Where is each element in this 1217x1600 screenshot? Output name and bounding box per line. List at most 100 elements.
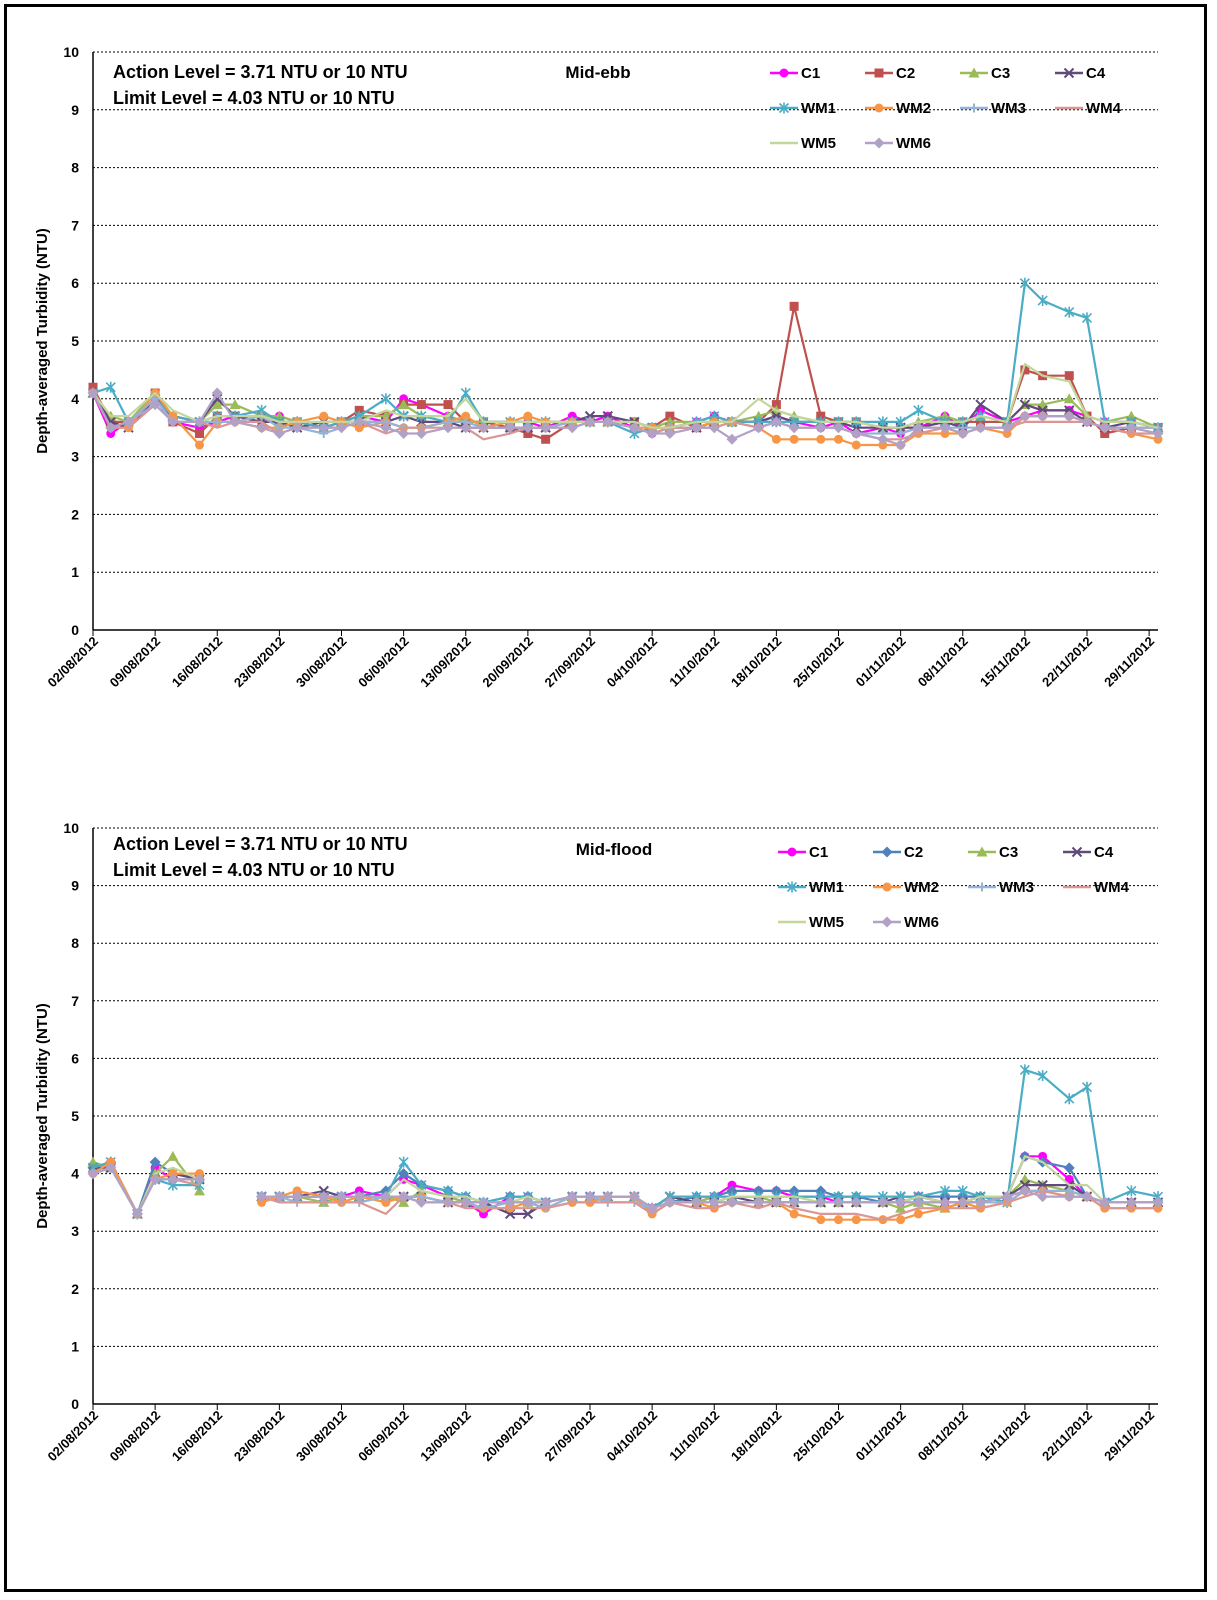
data-point-wm6 — [646, 427, 658, 439]
data-point-wm6 — [584, 416, 596, 428]
data-point-c2 — [541, 434, 551, 444]
legend-marker-wm3 — [969, 103, 979, 113]
data-point-wm6 — [646, 1202, 658, 1214]
data-point-wm1 — [1064, 306, 1075, 318]
data-point-wm6 — [460, 1196, 472, 1208]
data-point-c2 — [1063, 1162, 1075, 1174]
data-point-c2 — [149, 1156, 161, 1168]
data-point-wm6 — [398, 1191, 410, 1203]
data-point-wm6 — [522, 422, 534, 434]
data-point-c2 — [816, 411, 826, 421]
data-point-wm6 — [1037, 1191, 1049, 1203]
data-point-wm6 — [211, 387, 223, 399]
data-point-wm6 — [1019, 1185, 1031, 1197]
data-point-wm6 — [167, 416, 179, 428]
data-point-wm6 — [708, 1196, 720, 1208]
y-tick-label: 5 — [71, 1108, 79, 1124]
data-point-wm6 — [1063, 1191, 1075, 1203]
data-point-wm1 — [442, 1185, 454, 1197]
legend-label: WM4 — [1094, 879, 1130, 896]
data-point-wm6 — [273, 427, 285, 439]
y-tick-label: 9 — [71, 102, 79, 118]
x-tick-label: 27/09/2012 — [541, 1408, 598, 1465]
legend-label: WM3 — [999, 879, 1034, 896]
data-point-wm6 — [815, 1196, 827, 1208]
data-point-wm6 — [105, 1162, 117, 1174]
data-point-wm1 — [1126, 1185, 1137, 1197]
legend-marker-wm2 — [882, 882, 892, 892]
chart-mid-ebb: 0 1 2 3 4 5 6 7 8 9 10 02/08/2012 09/08/2012 16/08/20… — [34, 44, 1164, 691]
x-tick-label: 25/10/2012 — [790, 634, 847, 691]
data-point-wm2 — [851, 1215, 861, 1225]
data-point-wm6 — [708, 422, 720, 434]
data-point-wm6 — [194, 416, 205, 428]
data-point-wm6 — [850, 427, 862, 439]
legend-label: WM2 — [896, 100, 931, 117]
data-point-wm2 — [878, 440, 888, 450]
x-tick-label: 01/11/2012 — [853, 1408, 909, 1464]
data-point-wm6 — [957, 427, 969, 439]
data-point-wm1 — [105, 381, 116, 393]
series-line-wm4 — [92, 1166, 1158, 1221]
x-tick-label: 04/10/2012 — [604, 634, 661, 691]
data-point-wm6 — [912, 1196, 924, 1208]
data-point-wm6 — [957, 1196, 969, 1208]
data-point-wm6 — [353, 416, 365, 428]
x-tick-label: 11/10/2012 — [666, 1408, 722, 1464]
data-point-wm6 — [788, 1196, 800, 1208]
data-point-wm2 — [106, 1157, 116, 1167]
data-point-wm3 — [212, 417, 222, 427]
data-point-wm6 — [336, 1191, 347, 1203]
data-point-c2 — [771, 400, 781, 410]
data-point-wm2 — [851, 440, 861, 450]
data-point-wm6 — [833, 1196, 844, 1208]
data-point-wm6 — [1152, 1196, 1164, 1208]
data-point-wm1 — [380, 393, 391, 405]
x-tick-label: 27/09/2012 — [541, 634, 598, 691]
data-point-wm6 — [478, 1196, 489, 1208]
data-point-wm2 — [789, 1209, 799, 1219]
x-tick-label: 15/11/2012 — [977, 1408, 1033, 1464]
x-tick-label: 11/10/2012 — [666, 634, 722, 690]
x-tick-label: 16/08/2012 — [169, 634, 226, 691]
data-point-wm2 — [1153, 434, 1163, 444]
data-point-wm1 — [957, 1185, 968, 1197]
y-tick-label: 8 — [71, 935, 79, 951]
data-point-wm6 — [770, 416, 782, 428]
data-point-wm2 — [195, 440, 204, 450]
data-point-wm2 — [195, 1169, 204, 1179]
x-tick-label: 13/09/2012 — [417, 634, 474, 691]
y-tick-label: 0 — [71, 1396, 79, 1412]
data-point-wm6 — [584, 1191, 596, 1203]
x-tick-label: 09/08/2012 — [107, 1408, 164, 1465]
data-point-c2 — [354, 405, 364, 415]
legend-marker-wm6 — [873, 137, 885, 149]
legend-label: C1 — [801, 65, 820, 82]
legend-marker-c3 — [968, 67, 980, 78]
series-line-wm1 — [92, 282, 1159, 435]
data-point-wm6 — [87, 1168, 99, 1180]
data-point-wm2 — [523, 411, 533, 421]
y-tick-label: 6 — [71, 275, 79, 291]
data-point-wm6 — [478, 422, 489, 434]
data-point-c2 — [523, 428, 533, 438]
data-point-wm6 — [566, 1191, 578, 1203]
y-tick-label: 10 — [63, 44, 79, 60]
data-point-wm6 — [877, 1196, 889, 1208]
data-point-wm2 — [168, 1169, 178, 1179]
data-point-c3 — [1063, 393, 1075, 404]
data-point-wm6 — [726, 1196, 738, 1208]
data-point-wm6 — [273, 1191, 285, 1203]
x-tick-label: 09/08/2012 — [107, 634, 164, 691]
data-point-wm2 — [834, 1215, 843, 1225]
data-point-c4 — [975, 399, 986, 410]
x-tick-label: 13/09/2012 — [417, 1408, 474, 1465]
data-point-c2 — [443, 400, 453, 410]
data-point-wm6 — [1019, 410, 1031, 422]
x-tick-label: 23/08/2012 — [231, 1408, 288, 1465]
data-point-wm1 — [895, 416, 906, 428]
data-point-c3 — [211, 399, 223, 410]
data-point-wm6 — [504, 1196, 516, 1208]
legend-label: WM1 — [809, 879, 844, 896]
data-point-wm2 — [834, 434, 843, 444]
